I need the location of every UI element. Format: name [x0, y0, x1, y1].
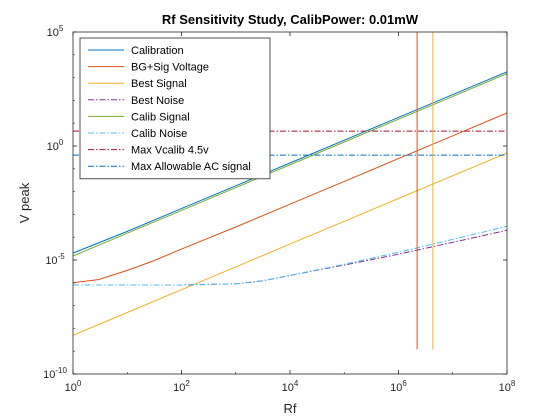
x-tick-label: 106 [390, 379, 407, 394]
legend-label: Max Allowable AC signal [131, 161, 251, 173]
chart-title: Rf Sensitivity Study, CalibPower: 0.01mW [162, 12, 419, 27]
y-tick-label: 10-10 [43, 366, 67, 381]
legend-label: Calibration [131, 45, 184, 57]
y-tick-label: 100 [47, 138, 64, 153]
series-line-calibration [73, 71, 507, 254]
legend-label: Max Vcalib 4.5v [131, 145, 209, 157]
series-line-best-signal [73, 152, 507, 336]
legend-box [79, 37, 271, 180]
legend-label: BG+Sig Voltage [131, 62, 209, 74]
legend-label: Calib Noise [131, 128, 187, 140]
x-tick-label: 102 [173, 379, 190, 394]
axes-layer: 100 102 104 106 108 10-10 10-5 100 105 [43, 24, 516, 394]
y-tick-label: 105 [47, 24, 64, 39]
legend-label: Best Noise [131, 95, 184, 107]
series-line-calib-signal [73, 73, 507, 257]
x-tick-label: 104 [282, 379, 299, 394]
series-layer [73, 32, 507, 350]
x-tick-label: 100 [65, 379, 82, 394]
x-tick-label: 108 [499, 379, 516, 394]
y-tick-label: 10-5 [45, 252, 65, 267]
legend: Calibration BG+Sig Voltage Best Signal Best… [79, 37, 271, 180]
legend-label: Calib Signal [131, 111, 190, 123]
y-axis-label: V peak [17, 182, 32, 223]
legend-label: Best Signal [131, 78, 187, 90]
x-axis-label: Rf [284, 401, 297, 416]
